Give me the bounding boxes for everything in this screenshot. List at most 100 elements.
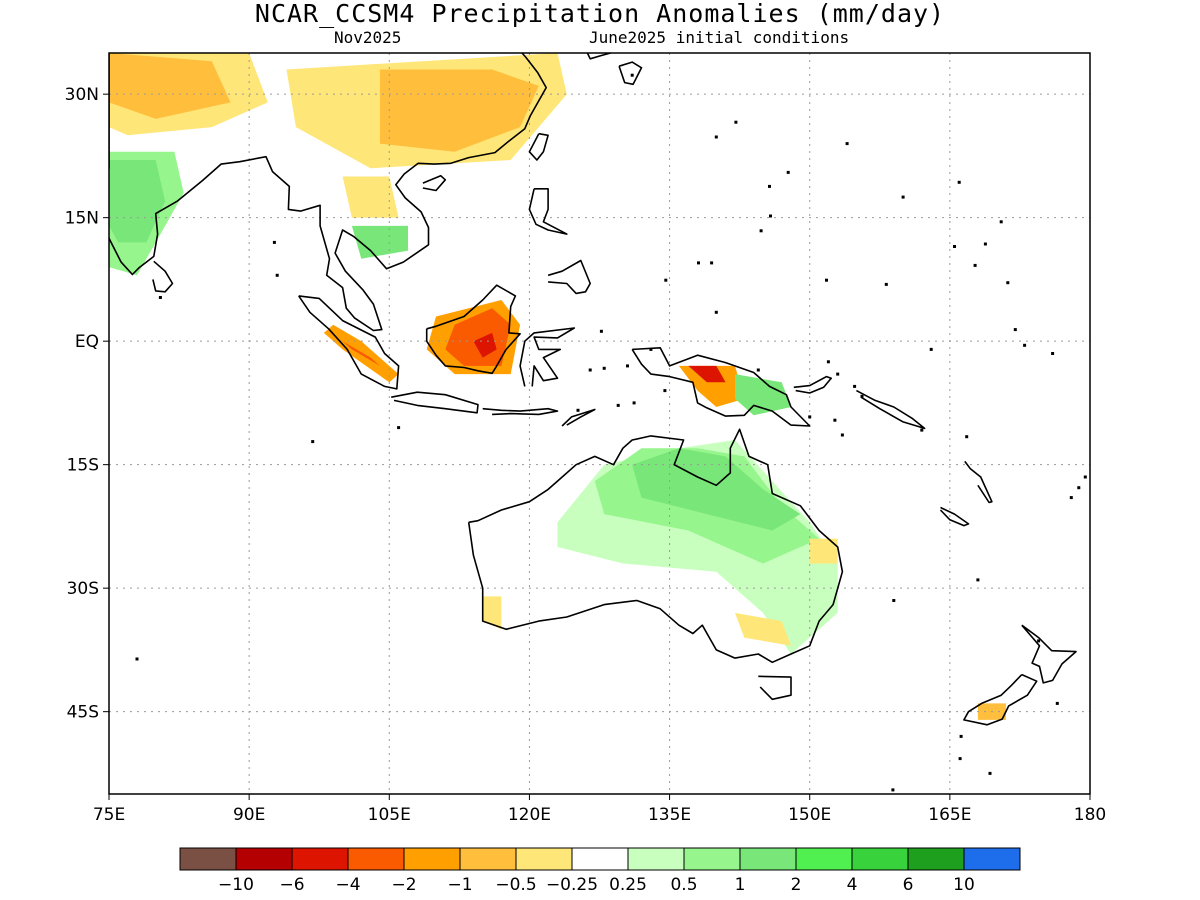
island-dot <box>616 403 620 407</box>
colorbar-swatch <box>459 847 517 871</box>
colorbar-label: 1 <box>735 875 746 895</box>
anomaly-aus-east-yellow <box>809 538 838 564</box>
island-dot <box>929 347 933 351</box>
island-dot <box>664 278 668 282</box>
anomaly-aus-sw-yellow <box>482 596 502 630</box>
colorbar-swatch <box>347 847 405 871</box>
island-dot <box>973 263 977 267</box>
coastline-new-guinea <box>631 346 811 427</box>
lat-tick-label: 15N <box>65 209 99 229</box>
island-dot <box>649 347 653 351</box>
island-dot <box>1069 496 1073 500</box>
island-dot <box>714 310 718 314</box>
island-dot <box>836 372 840 376</box>
island-dot <box>1083 475 1087 479</box>
colorbar-label: 0.25 <box>609 875 647 895</box>
coastline-borneo <box>425 284 521 375</box>
coastline-australia <box>467 428 844 664</box>
initial-conditions-label: June2025 initial conditions <box>589 28 850 47</box>
latitude-labels: 30N 15N EQ 15S 30S 45S <box>65 85 109 723</box>
anomaly-india-green <box>109 160 166 243</box>
colorbar-label: −6 <box>279 875 304 895</box>
lat-tick-label: 30S <box>67 579 99 599</box>
island-dot <box>786 170 790 174</box>
lon-tick-label: 120E <box>508 805 551 825</box>
island-dot <box>599 329 603 333</box>
colorbar-label: 4 <box>847 875 858 895</box>
island-dot <box>710 261 714 265</box>
colorbar-label: −4 <box>335 875 360 895</box>
island-dot <box>953 245 956 248</box>
anomaly-sumatra-dry-core <box>342 341 380 366</box>
lat-tick-label: 45S <box>67 703 99 723</box>
colorbar-swatch <box>235 847 293 871</box>
island-dot <box>1051 352 1055 355</box>
coastline-sulawesi <box>519 327 576 387</box>
valid-month-label: Nov2025 <box>334 28 402 47</box>
island-dot <box>845 142 849 146</box>
colorbar-label: 10 <box>953 875 975 895</box>
island-dot <box>1006 281 1010 285</box>
colorbar-label: 2 <box>791 875 802 895</box>
map-frame <box>108 52 1091 795</box>
anomaly-png-green <box>735 374 791 416</box>
lon-tick-label: 165E <box>928 805 971 825</box>
anomaly-png-dry <box>678 365 745 407</box>
coastline-luzon <box>528 188 568 235</box>
lon-tick-label: 90E <box>233 805 265 825</box>
lon-tick-label: 75E <box>93 805 125 825</box>
lat-tick-label: 15S <box>67 456 99 476</box>
coastline-new-caledonia <box>939 506 970 527</box>
island-dot <box>958 757 962 761</box>
coastline-new-zealand-south <box>963 673 1038 726</box>
island-dot <box>588 368 592 372</box>
coastline-vanuatu <box>964 460 993 504</box>
island-dot <box>397 426 401 430</box>
island-dot <box>626 364 629 368</box>
island-dot <box>988 771 992 775</box>
anomaly-shading-layer <box>109 53 1006 720</box>
chart-title: NCAR_CCSM4 Precipitation Anomalies (mm/d… <box>254 0 946 28</box>
island-dot <box>311 440 315 444</box>
anomaly-tibet-west <box>109 53 231 119</box>
island-dot <box>663 389 667 393</box>
island-dot <box>1037 639 1041 643</box>
island-dot <box>833 418 837 422</box>
coastline-japan-kyushu <box>618 61 643 86</box>
colorbar-label: −0.5 <box>495 875 536 895</box>
coastline-java <box>391 391 479 414</box>
island-dot <box>576 408 580 412</box>
colorbar-label: −1 <box>447 875 472 895</box>
coastline-new-zealand-north <box>1021 624 1077 684</box>
coastline-solomon-islands <box>856 389 926 430</box>
gridlines <box>109 53 1090 794</box>
lon-tick-label: 180 <box>1074 805 1106 825</box>
colorbar-swatch <box>851 847 909 871</box>
colorbar-swatch <box>739 847 797 871</box>
coastline-new-britain <box>793 375 833 394</box>
coastline-sumatra <box>298 295 400 390</box>
lon-tick-label: 150E <box>788 805 831 825</box>
island-dot <box>714 135 718 139</box>
island-dot <box>840 433 844 437</box>
island-dot <box>272 240 276 244</box>
colorbar-swatch <box>571 847 629 871</box>
colorbar-label: −2 <box>391 875 416 895</box>
island-dot <box>632 401 636 405</box>
coastline-sri-lanka <box>152 260 174 293</box>
colorbar-swatch <box>963 847 1021 871</box>
coastline-layer <box>109 53 1087 792</box>
lon-tick-label: 105E <box>368 805 411 825</box>
colorbar-swatch <box>179 847 237 871</box>
island-dot <box>602 366 606 370</box>
coastline-korea <box>586 53 614 60</box>
island-dot <box>768 184 771 188</box>
island-dot <box>860 394 864 398</box>
island-dot <box>135 657 139 661</box>
island-dot <box>630 73 634 77</box>
coastline-mindanao <box>547 259 592 295</box>
colorbar-swatch <box>907 847 965 871</box>
coastline-timor <box>561 408 596 427</box>
colorbar-swatch <box>515 847 573 871</box>
